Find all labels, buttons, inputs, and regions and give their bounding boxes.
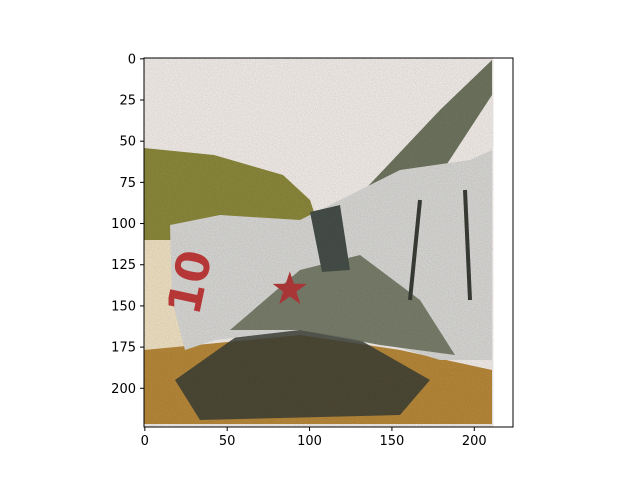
y-axis: 0 25 50 75 100 125 150 175 200	[111, 52, 144, 397]
photo-strut	[408, 199, 422, 301]
y-tick-label: 100	[111, 217, 136, 232]
photo-camo	[230, 255, 455, 355]
x-tick-label: 100	[297, 434, 322, 449]
photo-red-star	[272, 271, 307, 305]
axes-frame	[143, 57, 514, 428]
y-tick-label: 200	[111, 382, 136, 397]
y-tick-label: 75	[119, 176, 136, 191]
photo-pixels: 10	[144, 58, 494, 427]
photo-strut	[463, 189, 472, 301]
y-tick-label: 50	[119, 135, 136, 150]
x-axis: 0 50 100 150 200	[141, 427, 487, 449]
x-tick-label: 150	[380, 434, 405, 449]
y-tick-label: 150	[111, 299, 136, 314]
photo-canopy	[310, 205, 350, 272]
y-tick-label: 25	[119, 94, 136, 109]
x-tick-label: 50	[219, 434, 236, 449]
aircraft-photo: 10	[144, 58, 494, 427]
x-tick-label: 200	[462, 434, 487, 449]
y-tick-label: 0	[128, 52, 136, 67]
y-tick-label: 175	[111, 341, 136, 356]
photo-shadow	[175, 320, 430, 420]
y-tick-label: 125	[111, 258, 136, 273]
x-tick-label: 0	[141, 434, 149, 449]
photo-number: 10	[157, 245, 223, 319]
